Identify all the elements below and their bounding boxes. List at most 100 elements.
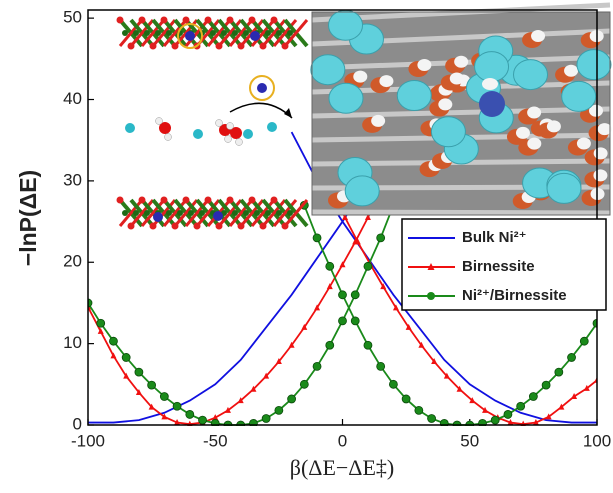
atom xyxy=(249,17,256,24)
cation xyxy=(577,50,611,80)
atom xyxy=(216,43,223,50)
water-h xyxy=(482,78,498,90)
y-axis-label: −lnP(ΔE) xyxy=(15,170,41,266)
legend: Bulk Ni²⁺BirnessiteNi²⁺/Birnessite xyxy=(402,219,606,310)
atom xyxy=(117,17,124,24)
ni-center xyxy=(479,91,505,117)
point xyxy=(542,381,550,389)
x-axis-label: β(ΔE−ΔE‡) xyxy=(290,455,394,480)
point xyxy=(262,414,270,422)
atom xyxy=(232,30,238,36)
cation xyxy=(562,81,596,111)
hydrogen xyxy=(165,134,172,141)
atom xyxy=(144,30,150,36)
point xyxy=(288,395,296,403)
atom xyxy=(161,17,168,24)
water-h xyxy=(379,75,393,87)
point xyxy=(275,406,283,414)
atom xyxy=(271,197,278,204)
ion xyxy=(267,122,277,132)
cation xyxy=(397,80,431,110)
legend-marker xyxy=(427,292,435,300)
point xyxy=(339,291,347,299)
atom xyxy=(133,30,139,36)
atom xyxy=(205,197,212,204)
water-h xyxy=(564,65,578,77)
point xyxy=(211,419,219,427)
point xyxy=(186,410,194,418)
water-h xyxy=(527,138,541,150)
y-tick-label: 50 xyxy=(63,8,82,27)
point xyxy=(504,410,512,418)
y-tick-label: 10 xyxy=(63,333,82,352)
frame-bar xyxy=(312,212,610,213)
point xyxy=(491,416,499,424)
point xyxy=(313,362,321,370)
water-h xyxy=(598,123,612,135)
y-tick-label: 40 xyxy=(63,89,82,108)
point xyxy=(478,419,486,427)
atom xyxy=(161,197,168,204)
atom xyxy=(254,210,260,216)
atom xyxy=(172,223,179,230)
atom xyxy=(210,30,216,36)
water-h xyxy=(353,71,367,83)
atom xyxy=(243,210,249,216)
hydrogen xyxy=(236,139,243,146)
x-tick-label: 100 xyxy=(583,431,611,450)
point xyxy=(160,393,168,401)
point xyxy=(377,362,385,370)
y-tick-label: 20 xyxy=(63,252,82,271)
ion xyxy=(193,129,203,139)
atom xyxy=(238,223,245,230)
cation xyxy=(345,176,379,206)
cation xyxy=(547,173,581,203)
point xyxy=(580,337,588,345)
atom xyxy=(194,223,201,230)
point xyxy=(339,317,347,325)
point xyxy=(440,419,448,427)
water-h xyxy=(454,56,468,68)
atom xyxy=(276,210,282,216)
atom xyxy=(172,43,179,50)
water-h xyxy=(371,115,385,127)
atom xyxy=(282,223,289,230)
water-h xyxy=(547,120,561,132)
cation xyxy=(311,55,345,85)
atom xyxy=(227,17,234,24)
atom xyxy=(243,30,249,36)
water-h xyxy=(531,30,545,42)
atom xyxy=(260,43,267,50)
atom xyxy=(265,210,271,216)
atom xyxy=(188,210,194,216)
hydrogen xyxy=(216,120,223,127)
chart: -100-5005010001020304050 β(ΔE−ΔE‡) −lnP(… xyxy=(0,0,613,493)
water-h xyxy=(450,72,464,84)
water-h xyxy=(593,169,607,181)
ion xyxy=(243,129,253,139)
cation xyxy=(329,83,363,113)
water-h xyxy=(527,107,541,119)
legend-label: Bulk Ni²⁺ xyxy=(462,229,527,246)
cation xyxy=(475,52,509,82)
atom xyxy=(199,210,205,216)
legend-label: Birnessite xyxy=(462,258,535,275)
y-tick-label: 0 xyxy=(73,414,82,433)
atom xyxy=(260,223,267,230)
atom xyxy=(150,223,157,230)
ion xyxy=(125,123,135,133)
atom xyxy=(128,43,135,50)
point xyxy=(313,234,321,242)
atom xyxy=(183,17,190,24)
ni-atom xyxy=(185,31,195,41)
water-h xyxy=(417,59,431,71)
point xyxy=(122,353,130,361)
x-tick-label: 0 xyxy=(338,431,347,450)
point xyxy=(326,341,334,349)
y-tick-label: 30 xyxy=(63,170,82,189)
point xyxy=(517,402,525,410)
hydrogen xyxy=(225,136,232,143)
water-h xyxy=(577,137,591,149)
atom xyxy=(177,210,183,216)
structure-insets xyxy=(117,5,612,230)
